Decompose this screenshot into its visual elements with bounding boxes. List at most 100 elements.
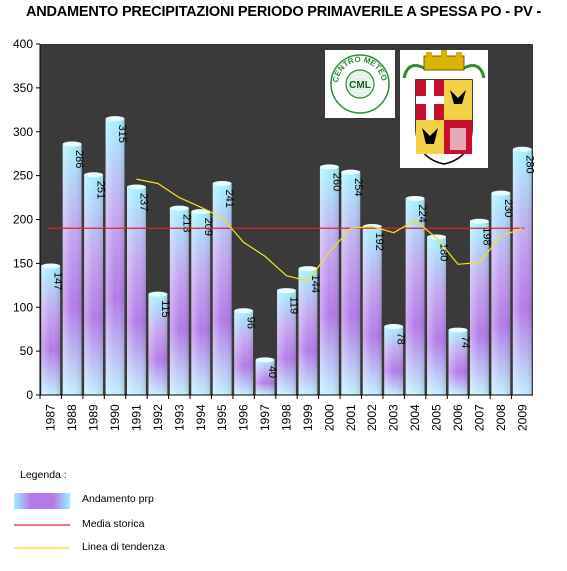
x-tick-label: 1987 xyxy=(44,404,58,431)
bar-value-label: 280 xyxy=(523,155,535,173)
bar-top xyxy=(169,205,189,211)
centro-meteo-lombardo-logo: CENTRO METEO LOMBARDO CML xyxy=(322,43,395,118)
x-tick-label: 2009 xyxy=(515,404,529,431)
y-axis: 0 50 100 150 200 250 300 350 400 xyxy=(13,37,41,402)
bar-value-label: 74 xyxy=(459,336,471,348)
x-tick-label: 1993 xyxy=(172,404,186,431)
bar-top xyxy=(255,357,275,363)
x-tick-label: 2003 xyxy=(387,404,401,431)
bar-value-label: 180 xyxy=(438,243,450,261)
x-tick-label: 1999 xyxy=(301,404,315,431)
bar-top xyxy=(191,209,211,215)
bar-value-label: 209 xyxy=(202,218,214,236)
x-tick-label: 1997 xyxy=(258,404,272,431)
bar-value-label: 286 xyxy=(73,150,85,168)
bar-shade xyxy=(255,359,275,395)
bar-value-label: 96 xyxy=(245,317,257,329)
bar-value-label: 115 xyxy=(159,300,171,318)
legend-label-media: Media storica xyxy=(82,518,145,530)
bar-value-label: 119 xyxy=(288,297,300,315)
x-tick-label: 2005 xyxy=(430,404,444,431)
x-tick-label: 2008 xyxy=(494,404,508,431)
y-tick-label: 350 xyxy=(13,81,33,95)
bar-value-label: 251 xyxy=(95,181,107,199)
bar-top xyxy=(84,172,104,178)
bar-top xyxy=(234,308,254,314)
bar-shade xyxy=(148,294,168,395)
bar-top xyxy=(277,288,296,294)
legend-swatches xyxy=(14,493,70,549)
bar-shade xyxy=(62,144,82,395)
legend-label-tendenza: Linea di tendenza xyxy=(82,541,165,553)
x-tick-label: 2001 xyxy=(344,404,358,431)
trend-lines xyxy=(48,178,525,282)
legend-title: Legenda : xyxy=(20,469,67,481)
coat-of-arms-logo xyxy=(400,50,488,168)
bar-value-label: 254 xyxy=(352,178,364,196)
bar-shade xyxy=(427,237,446,395)
bar-top xyxy=(384,324,404,330)
bar-value-label: 78 xyxy=(395,333,407,345)
bar-shade xyxy=(491,193,511,395)
bar-top xyxy=(512,146,532,152)
bar-value-label: 198 xyxy=(480,227,492,245)
x-tick-label: 1994 xyxy=(194,404,208,431)
x-tick-label: 2002 xyxy=(365,404,379,431)
x-tick-label: 2007 xyxy=(472,404,486,431)
y-tick-label: 0 xyxy=(26,388,33,402)
bar-top xyxy=(298,266,318,272)
bar-shade xyxy=(191,211,211,395)
x-tick-label: 1998 xyxy=(280,404,294,431)
bar-top xyxy=(448,327,468,333)
svg-text:CML: CML xyxy=(349,80,371,91)
x-tick-label: 1990 xyxy=(108,404,122,431)
bar-value-label: 213 xyxy=(180,214,192,232)
bar-shade xyxy=(384,326,404,395)
x-tick-label: 1996 xyxy=(237,404,251,431)
bar-top xyxy=(341,169,361,175)
y-tick-label: 400 xyxy=(13,37,33,51)
bar-value-label: 241 xyxy=(223,190,235,208)
bar-shade xyxy=(448,330,468,395)
x-tick-label: 1988 xyxy=(65,404,79,431)
bars: 147 286 251 315 237 115 213 209 241 96 40 119 144 260… xyxy=(41,116,535,396)
bar-shade xyxy=(469,221,489,395)
x-tick-label: 2006 xyxy=(451,404,465,431)
bar-value-label: 260 xyxy=(330,173,342,191)
x-tick-label: 1995 xyxy=(215,404,229,431)
chart-title: ANDAMENTO PRECIPITAZIONI PERIODO PRIMAVE… xyxy=(25,4,542,20)
bar-top xyxy=(491,190,511,196)
bar-value-label: 315 xyxy=(116,125,128,143)
bar-shade xyxy=(405,198,425,395)
bar-top xyxy=(427,234,446,240)
x-tick-label: 1989 xyxy=(87,404,101,431)
y-tick-label: 300 xyxy=(13,125,33,139)
bar-shade xyxy=(84,174,104,395)
y-tick-label: 50 xyxy=(20,344,34,358)
x-tick-label: 2000 xyxy=(322,404,336,431)
y-tick-label: 250 xyxy=(13,169,33,183)
bar-value-label: 237 xyxy=(137,193,149,211)
bar-top xyxy=(319,164,339,170)
y-tick-label: 150 xyxy=(13,256,33,270)
bar-value-label: 224 xyxy=(416,204,428,222)
bar-shade xyxy=(319,166,339,395)
bar-top xyxy=(405,195,425,201)
bar-shade xyxy=(212,183,232,395)
linea-di-tendenza-line xyxy=(136,178,523,282)
x-tick-label: 1991 xyxy=(129,404,143,431)
bar-value-label: 192 xyxy=(373,233,385,251)
x-axis: 1987 1988 1989 1990 1991 1992 1993 1994 1995 1996… xyxy=(39,394,533,431)
legend-label-andamento: Andamento prp xyxy=(82,493,154,505)
bar-top xyxy=(469,218,489,224)
x-tick-label: 2004 xyxy=(408,404,422,431)
bar-top xyxy=(127,184,146,190)
bar-top xyxy=(41,263,61,269)
bar-shade xyxy=(277,290,296,395)
bar-value-label: 230 xyxy=(502,199,514,217)
bar-shade xyxy=(512,149,532,395)
legend-swatch-andamento xyxy=(14,493,70,509)
bar-top xyxy=(148,291,168,297)
bar-value-label: 147 xyxy=(52,272,64,290)
